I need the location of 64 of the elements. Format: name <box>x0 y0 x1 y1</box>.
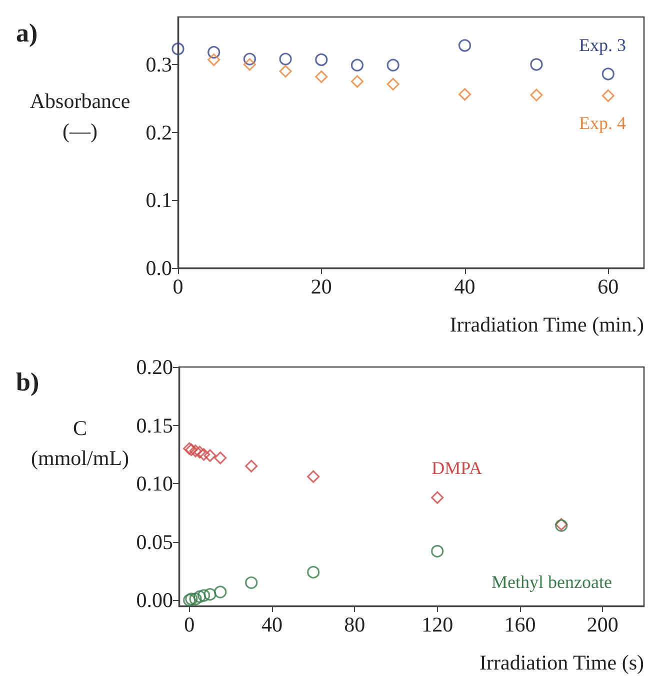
text: a) <box>16 18 38 48</box>
point <box>350 75 364 88</box>
point <box>458 88 472 101</box>
y-tick-label: 0.2 <box>146 120 172 144</box>
series-label: Exp. 4 <box>579 113 626 133</box>
y-tick-label: 0.0 <box>146 256 172 280</box>
point <box>386 78 400 90</box>
y-tick-label: 0.1 <box>146 188 172 212</box>
point <box>198 589 210 602</box>
point <box>279 52 292 66</box>
point <box>350 58 364 72</box>
x-tick-label: 160 <box>504 612 536 636</box>
y-tick-label: 0.20 <box>136 355 173 379</box>
point <box>315 70 328 83</box>
point <box>245 460 258 472</box>
x-tick-label: 200 <box>586 612 618 636</box>
point <box>431 491 444 504</box>
point <box>245 576 258 589</box>
point <box>431 544 444 558</box>
x-tick-label: 40 <box>262 612 282 636</box>
point <box>602 68 614 80</box>
x-tick-label: 0 <box>184 612 195 636</box>
point <box>204 588 216 601</box>
point <box>307 470 320 483</box>
y-tick-label: 0.00 <box>136 588 173 612</box>
x-axis-title: Irradiation Time (min.) <box>450 312 644 336</box>
point <box>198 448 210 461</box>
point <box>458 39 472 52</box>
y-tick-label: 0.10 <box>136 472 173 496</box>
point <box>204 449 216 462</box>
point <box>189 444 202 458</box>
x-tick-label: 20 <box>310 274 332 298</box>
point <box>307 566 320 578</box>
point <box>172 42 184 56</box>
point <box>214 586 227 598</box>
point <box>315 53 328 66</box>
x-tick-label: 120 <box>422 612 454 636</box>
x-tick-label: 40 <box>454 274 476 298</box>
y-tick-label: 0.3 <box>146 52 172 76</box>
point <box>189 592 202 606</box>
text: b) <box>16 368 40 396</box>
point <box>193 590 206 603</box>
point <box>243 58 256 71</box>
point <box>208 53 220 66</box>
x-tick-label: 0 <box>172 274 184 298</box>
x-tick-label: 80 <box>344 612 366 636</box>
y-tick-label: 0.05 <box>136 530 173 554</box>
point <box>602 89 614 102</box>
point <box>279 64 292 78</box>
point <box>214 452 227 464</box>
y-tick-label: 0.15 <box>136 413 173 438</box>
text: Methyl benzoate <box>492 572 612 592</box>
point <box>243 52 256 66</box>
y-axis-title: Absorbance (—) <box>30 89 130 143</box>
y-axis-title: C (mmol/mL) <box>31 416 129 470</box>
point <box>193 446 206 458</box>
x-tick-label: 60 <box>598 274 619 298</box>
series-label: Exp. 3 <box>579 35 626 55</box>
point <box>386 58 400 72</box>
point <box>530 88 543 102</box>
point <box>208 46 220 59</box>
x-axis-title: Irradiation Time (s) <box>480 650 644 674</box>
series-label: DMPA <box>432 458 482 478</box>
point <box>530 58 543 71</box>
